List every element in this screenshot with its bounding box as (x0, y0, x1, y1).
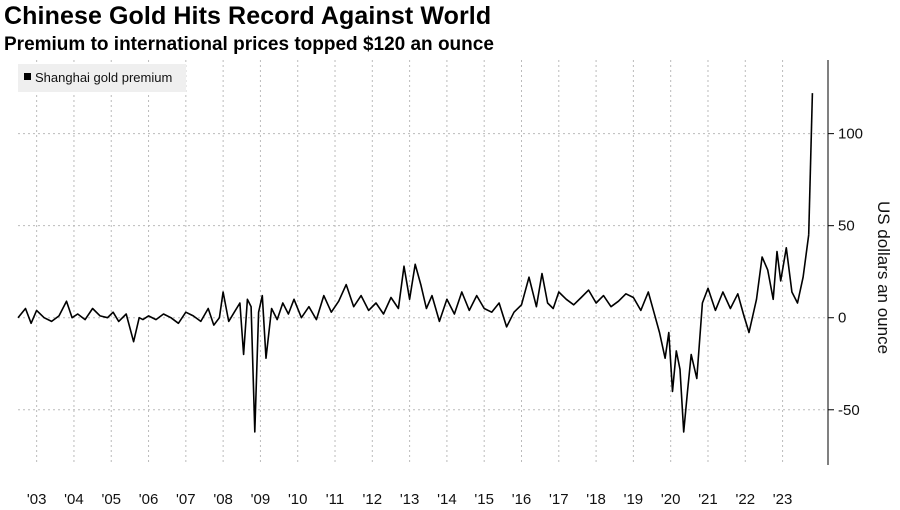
x-tick-label: '05 (101, 491, 121, 508)
x-tick-label: '06 (139, 491, 159, 508)
y-tick-label: -50 (838, 402, 860, 419)
chart-title: Chinese Gold Hits Record Against World (4, 2, 492, 30)
legend-background (18, 64, 186, 92)
x-tick-label: '22 (735, 491, 755, 508)
legend-swatch (24, 73, 31, 80)
y-tick-label: 0 (838, 310, 846, 327)
x-tick-label: '21 (698, 491, 718, 508)
series-line-spike (807, 93, 814, 235)
series (17, 93, 814, 433)
x-tick-label: '16 (512, 491, 532, 508)
x-tick-label: '03 (27, 491, 47, 508)
x-tick-label: '15 (474, 491, 494, 508)
x-tick-label: '08 (213, 491, 233, 508)
legend: Shanghai gold premium (18, 64, 186, 92)
x-tick-label: '07 (176, 491, 196, 508)
y-tick-label: 50 (838, 218, 855, 235)
x-tick-label: '11 (326, 491, 344, 508)
x-tick-label: '18 (586, 491, 606, 508)
x-tick-label: '23 (773, 491, 793, 508)
x-tick-label: '12 (363, 491, 383, 508)
grid (18, 60, 828, 465)
y-tick-label: 100 (838, 126, 863, 143)
x-tick-label: '04 (64, 491, 84, 508)
y-axis-label: US dollars an ounce (874, 201, 893, 354)
x-tick-label: '20 (661, 491, 681, 508)
series-line-shanghai-gold-premium (17, 234, 810, 433)
legend-label: Shanghai gold premium (35, 70, 172, 85)
x-tick-label: '09 (251, 491, 271, 508)
x-tick-label: '14 (437, 491, 457, 508)
axes: '03 '04 '05 '06 '07 '08 '09 '10 '11 '12 '13 '14 '15 '… (27, 60, 863, 508)
chart-subtitle: Premium to international prices topped $… (4, 34, 494, 55)
x-tick-label: '10 (288, 491, 308, 508)
x-tick-label: '13 (400, 491, 420, 508)
x-tick-label: '17 (549, 491, 569, 508)
x-tick-label: '19 (624, 491, 644, 508)
